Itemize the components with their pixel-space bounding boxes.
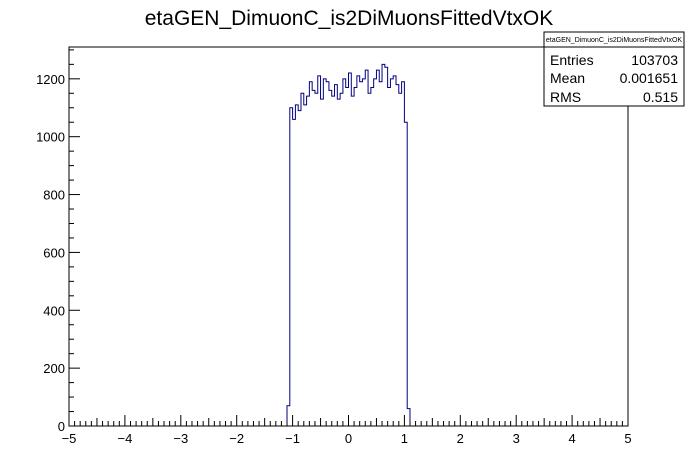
y-axis: 0 200 400 600 800 1000 1200 xyxy=(36,49,80,434)
histogram-bin xyxy=(321,99,324,426)
y-tick-label: 1200 xyxy=(36,72,65,87)
histogram-bin xyxy=(346,88,349,426)
histogram-bin xyxy=(360,82,363,426)
histogram-bin xyxy=(293,119,296,426)
histogram-bin xyxy=(388,88,391,426)
histogram-bin xyxy=(374,79,377,426)
histogram-bin xyxy=(298,111,301,426)
stats-mean-label: Mean xyxy=(550,70,585,86)
histogram-bin xyxy=(301,93,304,426)
histogram-bin xyxy=(362,79,365,426)
y-tick-label: 600 xyxy=(43,245,65,260)
x-tick-label: −5 xyxy=(62,431,77,446)
histogram-bin xyxy=(357,76,360,426)
histogram-bin xyxy=(326,82,329,426)
histogram-bin xyxy=(390,79,393,426)
histogram-bin xyxy=(371,88,374,426)
histogram-bin xyxy=(396,85,399,426)
histogram-bin xyxy=(307,96,310,426)
histogram-bin xyxy=(368,93,371,426)
histogram-bars xyxy=(69,63,628,427)
y-tick-label: 1000 xyxy=(36,130,65,145)
x-tick-label: 3 xyxy=(513,431,520,446)
histogram-bin xyxy=(329,90,332,426)
x-tick-label: −1 xyxy=(285,431,300,446)
x-tick-label: 2 xyxy=(457,431,464,446)
histogram-bin xyxy=(365,70,368,426)
histogram-bin xyxy=(335,85,338,426)
x-tick-label: −4 xyxy=(117,431,132,446)
histogram-bin xyxy=(385,67,388,426)
histogram-bin xyxy=(393,76,396,426)
histogram-bin xyxy=(382,64,385,426)
stats-box-frame xyxy=(543,31,685,107)
x-tick-label: −3 xyxy=(173,431,188,446)
histogram-bin xyxy=(337,99,340,426)
stats-mean-value: 0.001651 xyxy=(620,70,679,86)
histogram-bin xyxy=(312,90,315,426)
y-tick-label: 800 xyxy=(43,188,65,203)
histogram-bin xyxy=(332,96,335,426)
chart-title: etaGEN_DimuonC_is2DiMuonsFittedVtxOK xyxy=(145,7,554,30)
stats-rms-label: RMS xyxy=(550,89,581,105)
histogram-bin xyxy=(343,79,346,426)
stats-entries-label: Entries xyxy=(550,52,594,68)
stats-box: etaGEN_DimuonC_is2DiMuonsFittedVtxOK Ent… xyxy=(543,31,685,107)
x-axis: −5 −4 −3 −2 −1 0 1 2 3 4 5 xyxy=(62,415,632,446)
histogram-bin xyxy=(323,79,326,426)
x-tick-label: −2 xyxy=(229,431,244,446)
histogram-bin xyxy=(304,105,307,426)
y-tick-label: 200 xyxy=(43,361,65,376)
y-tick-label: 400 xyxy=(43,303,65,318)
histogram-bin xyxy=(354,88,357,426)
histogram-bin xyxy=(376,70,379,426)
stats-box-title: etaGEN_DimuonC_is2DiMuonsFittedVtxOK xyxy=(546,37,682,44)
histogram-line xyxy=(69,63,628,427)
histogram-bin xyxy=(309,82,312,426)
histogram-bin xyxy=(402,82,405,426)
y-tick-label: 0 xyxy=(58,419,65,434)
stats-entries-value: 103703 xyxy=(631,52,678,68)
histogram-bin xyxy=(399,93,402,426)
x-tick-label: 1 xyxy=(401,431,408,446)
stats-rms-value: 0.515 xyxy=(643,89,678,105)
x-tick-label: 5 xyxy=(624,431,631,446)
histogram-bin xyxy=(340,93,343,426)
histogram-bin xyxy=(349,73,352,426)
histogram-bin xyxy=(295,105,298,426)
x-tick-label: 4 xyxy=(568,431,575,446)
histogram-bin xyxy=(315,93,318,426)
histogram-bin xyxy=(318,76,321,426)
histogram-bin xyxy=(351,96,354,426)
histogram-bin xyxy=(379,82,382,426)
x-tick-label: 0 xyxy=(345,431,352,446)
